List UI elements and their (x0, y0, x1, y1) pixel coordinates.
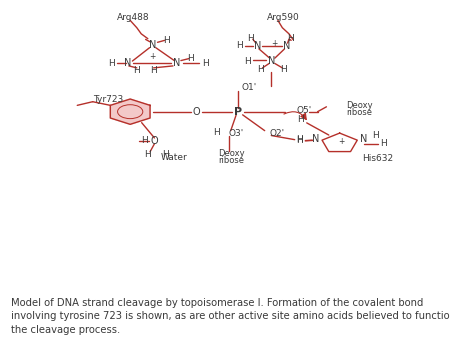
Text: N: N (173, 58, 180, 68)
Text: N: N (124, 58, 132, 68)
Text: ribose: ribose (219, 156, 245, 165)
Text: H: H (297, 136, 303, 145)
Text: O: O (193, 107, 200, 117)
Text: N: N (254, 41, 262, 51)
Text: H: H (247, 34, 253, 43)
Text: H: H (202, 58, 208, 68)
Text: N: N (312, 135, 319, 144)
Text: N: N (268, 55, 275, 66)
Text: Deoxy: Deoxy (346, 101, 373, 110)
Text: H: H (162, 150, 169, 160)
Text: O2': O2' (269, 129, 284, 138)
Text: N: N (360, 135, 368, 144)
Text: H: H (213, 128, 220, 137)
Text: Deoxy: Deoxy (218, 149, 245, 158)
Text: H: H (134, 66, 140, 75)
Text: His632: His632 (362, 154, 393, 163)
Text: H: H (187, 54, 194, 63)
Text: H: H (280, 65, 287, 74)
Text: H: H (144, 150, 151, 160)
Text: Arg590: Arg590 (267, 13, 300, 22)
Text: H: H (373, 131, 379, 140)
Text: N: N (283, 41, 290, 51)
Text: O5': O5' (297, 106, 312, 115)
Text: H: H (163, 36, 170, 45)
Text: Model of DNA strand cleavage by topoisomerase I. Formation of the covalent bond
: Model of DNA strand cleavage by topoisom… (11, 298, 450, 335)
Text: O: O (151, 136, 158, 146)
Text: +: + (339, 137, 345, 146)
Text: ribose: ribose (346, 108, 372, 117)
Text: H: H (108, 58, 115, 68)
Text: H: H (297, 135, 303, 144)
Text: H: H (257, 65, 264, 74)
Text: +: + (271, 39, 278, 48)
Polygon shape (110, 99, 150, 124)
Text: H: H (380, 139, 387, 148)
Text: H: H (287, 34, 294, 43)
Text: N: N (148, 40, 156, 50)
Text: H: H (150, 66, 157, 75)
Text: +: + (149, 52, 155, 62)
Text: Arg488: Arg488 (117, 13, 149, 22)
Text: H: H (244, 56, 250, 66)
Text: Tyr723: Tyr723 (93, 95, 123, 104)
Text: P: P (234, 107, 242, 117)
Text: H: H (141, 136, 148, 145)
Text: Water: Water (161, 153, 188, 163)
Text: O3': O3' (229, 129, 243, 138)
Text: H: H (236, 42, 243, 50)
Text: H: H (297, 116, 303, 124)
Text: O1': O1' (242, 83, 257, 92)
